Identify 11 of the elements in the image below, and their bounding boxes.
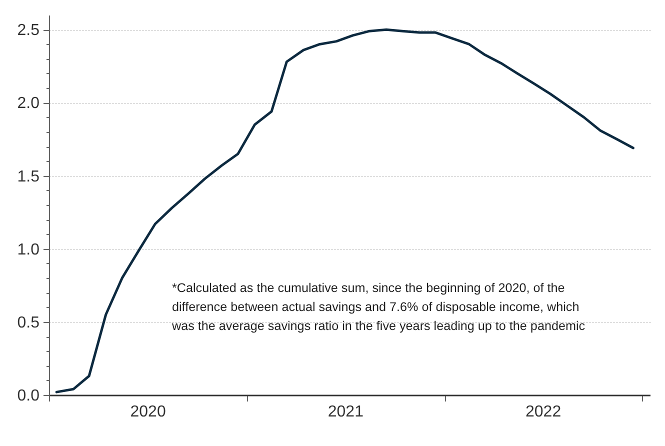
- y-tick-label: 0.0: [17, 388, 40, 404]
- annotation: *Calculated as the cumulative sum, since the beginning of 2020, of the difference between actual savings and 7.6% of disposable income, which was the average savings ratio in the five years leading up to the pandemic: [171, 281, 586, 333]
- x-tick-label: 2020: [130, 404, 166, 420]
- y-tick-label: 1.0: [17, 241, 40, 258]
- y-tick-label: 0.5: [17, 314, 40, 332]
- x-tick-label: 2022: [526, 404, 562, 420]
- y-tick-label: 2.5: [17, 22, 40, 40]
- y-tick-label: 1.5: [17, 168, 40, 186]
- x-tick-label: 2021: [328, 404, 364, 420]
- y-tick-label: 2.0: [17, 95, 40, 112]
- line-series: [55, 28, 634, 394]
